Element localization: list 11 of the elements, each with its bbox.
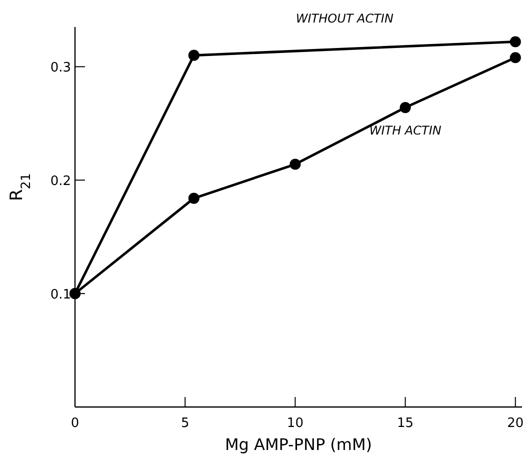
y-tick-label: 0.3	[50, 60, 71, 76]
x-tick-label: 10	[286, 416, 304, 431]
series-label: WITH ACTIN	[369, 124, 442, 138]
x-tick-label: 5	[180, 416, 190, 431]
y-tick-label: 0.2	[50, 174, 71, 190]
y-tick-label: 0.1	[50, 288, 71, 303]
series-label: WITHOUT ACTIN	[296, 12, 394, 26]
x-tick-label: 0	[70, 416, 80, 431]
x-tick-label: 15	[397, 416, 414, 431]
x-tick-label: 20	[507, 416, 524, 431]
x-axis-title: Mg AMP-PNP (mM)	[224, 435, 372, 454]
